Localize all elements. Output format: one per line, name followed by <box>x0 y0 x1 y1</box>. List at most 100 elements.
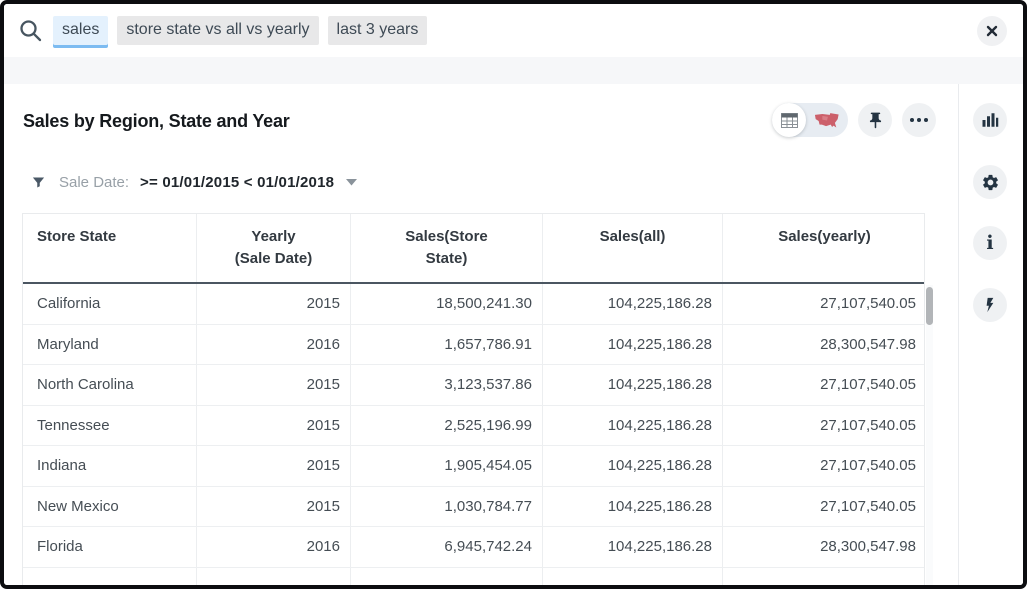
cell-sales-all: 104,225,186.28 <box>542 527 722 567</box>
table-row[interactable]: North Carolina 2015 3,123,537.86 104,225,18… <box>23 365 924 406</box>
cell-sales-all: 104,225,186.28 <box>542 446 722 486</box>
info-button[interactable]: i <box>973 226 1007 260</box>
cell-sales-all: 104,225,186.28 <box>542 486 722 526</box>
map-view-button[interactable] <box>806 112 848 129</box>
table-row[interactable]: New Mexico 2015 1,030,784.77 104,225,186.28… <box>23 486 924 527</box>
column-header-yearly[interactable]: Yearly (Sale Date) <box>196 214 350 282</box>
cell-sales-all: 104,225,186.28 <box>542 284 722 324</box>
change-visualization-button[interactable] <box>973 103 1007 137</box>
table-body: California 2015 18,500,241.30 104,225,186.2… <box>23 284 924 585</box>
search-token-store-state-vs-all-vs-yearly[interactable]: store state vs all vs yearly <box>117 16 319 45</box>
cell-sales-store-state: 18,500,241.30 <box>350 284 542 324</box>
table-header-row: Store State Yearly (Sale Date) Sales(Sto… <box>23 214 924 284</box>
ellipsis-icon <box>910 118 928 122</box>
cell-store-state: North Carolina <box>37 376 134 394</box>
cell-store-state: California <box>37 295 101 313</box>
more-actions-button[interactable] <box>902 103 936 137</box>
cell-sales-yearly: 27,107,540.05 <box>722 446 924 486</box>
gear-icon <box>982 174 998 190</box>
table-row[interactable]: Indiana 2015 1,905,454.05 104,225,186.28 27,… <box>23 446 924 487</box>
bar-chart-icon <box>982 113 999 127</box>
cell-store-state <box>23 568 196 586</box>
column-header-label: Store State <box>37 228 117 245</box>
right-sidebar: i <box>958 84 1023 585</box>
column-header-label: Sales(all) <box>599 228 666 245</box>
cell-sales-yearly: 28,300,547.98 <box>722 527 924 567</box>
filter-funnel-icon <box>32 177 45 187</box>
cell-sales-store-state: 1,657,786.91 <box>350 324 542 364</box>
cell-store-state: Tennessee <box>37 416 110 434</box>
results-table: Store State Yearly (Sale Date) Sales(Sto… <box>22 213 925 585</box>
column-header-sales-yearly[interactable]: Sales(yearly) <box>722 214 924 282</box>
column-header-label: Sales(yearly) <box>778 228 871 245</box>
cell-sales-yearly <box>722 567 924 585</box>
table-row[interactable]: Maryland 2016 1,657,786.91 104,225,186.28 28… <box>23 324 924 365</box>
search-token-last-3-years[interactable]: last 3 years <box>327 16 428 45</box>
answer-toolbar <box>772 103 936 137</box>
chevron-down-icon[interactable] <box>346 178 358 186</box>
answer-title: Sales by Region, State and Year <box>23 111 290 131</box>
cell-sales-all: 104,225,186.28 <box>542 405 722 445</box>
cell-yearly: 2015 <box>196 486 350 526</box>
cell-sales-yearly: 27,107,540.05 <box>722 405 924 445</box>
table-row[interactable]: California 2015 18,500,241.30 104,225,186.2… <box>23 284 924 325</box>
cell-yearly: 2015 <box>196 446 350 486</box>
column-header-label: Sales(Store <box>405 228 488 245</box>
search-token-sales[interactable]: sales <box>53 16 109 45</box>
search-tokens: sales store state vs all vs yearly last … <box>53 16 977 45</box>
insights-button[interactable] <box>973 288 1007 322</box>
cell-yearly: 2016 <box>196 324 350 364</box>
scrollbar-thumb[interactable] <box>926 287 933 325</box>
cell-sales-yearly: 27,107,540.05 <box>722 284 924 324</box>
cell-store-state: Indiana <box>37 457 87 475</box>
cell-sales-store-state: 1,030,784.77 <box>350 486 542 526</box>
table-row[interactable]: Tennessee 2015 2,525,196.99 104,225,186.28 2… <box>23 405 924 446</box>
cell-sales-yearly: 27,107,540.05 <box>722 365 924 405</box>
cell-store-state: New Mexico <box>37 497 119 515</box>
cell-store-state: Florida <box>37 538 83 556</box>
cell-sales-yearly: 27,107,540.05 <box>722 486 924 526</box>
lightning-bolt-icon <box>986 297 993 313</box>
cell-sales-yearly: 28,300,547.98 <box>722 324 924 364</box>
info-icon: i <box>986 231 994 254</box>
column-header-sales-store-state[interactable]: Sales(Store State) <box>350 214 542 282</box>
header-divider-band <box>4 57 1023 84</box>
column-header-label: Yearly <box>251 228 296 245</box>
column-header-label-2: (Sale Date) <box>234 250 313 267</box>
search-bar: sales store state vs all vs yearly last … <box>4 4 1023 57</box>
filter-label: Sale Date: <box>59 173 130 191</box>
column-header-label-2: State) <box>425 250 468 267</box>
cell-sales-store-state: 3,123,537.86 <box>350 365 542 405</box>
cell-sales-all: 104,225,186.28 <box>542 365 722 405</box>
filter-value[interactable]: >= 01/01/2015 < 01/01/2018 <box>140 173 335 191</box>
view-toggle[interactable] <box>772 103 848 137</box>
table-row[interactable]: Florida 2016 6,945,742.24 104,225,186.28 28,… <box>23 527 924 568</box>
cell-yearly: 2015 <box>196 365 350 405</box>
column-header-store-state[interactable]: Store State <box>23 214 196 282</box>
cell-sales-all: 104,225,186.28 <box>542 324 722 364</box>
clear-search-button[interactable] <box>977 15 1007 46</box>
cell-yearly: 2015 <box>196 284 350 324</box>
close-icon <box>986 25 998 36</box>
column-header-sales-all[interactable]: Sales(all) <box>542 214 722 282</box>
cell-sales-store-state: 6,945,742.24 <box>350 527 542 567</box>
cell-sales-store-state <box>350 567 542 585</box>
cell-sales-store-state: 2,525,196.99 <box>350 405 542 445</box>
cell-store-state: Maryland <box>37 335 99 353</box>
pin-button[interactable] <box>858 103 892 137</box>
table-view-button[interactable] <box>772 103 806 137</box>
cell-yearly: 2016 <box>196 527 350 567</box>
filter-row[interactable]: Sale Date: >= 01/01/2015 < 01/01/2018 <box>31 172 358 192</box>
cell-sales-store-state: 1,905,454.05 <box>350 446 542 486</box>
table-scrollbar[interactable] <box>926 285 933 585</box>
pushpin-icon <box>869 112 881 128</box>
settings-button[interactable] <box>973 165 1007 199</box>
cell-yearly: 2015 <box>196 405 350 445</box>
cell-sales-all <box>542 567 722 585</box>
search-icon <box>20 19 42 41</box>
cell-yearly <box>196 567 350 585</box>
answer-panel: Sales by Region, State and Year <box>4 84 958 585</box>
table-grid-icon <box>780 112 798 128</box>
table-row-partial[interactable] <box>23 567 924 586</box>
